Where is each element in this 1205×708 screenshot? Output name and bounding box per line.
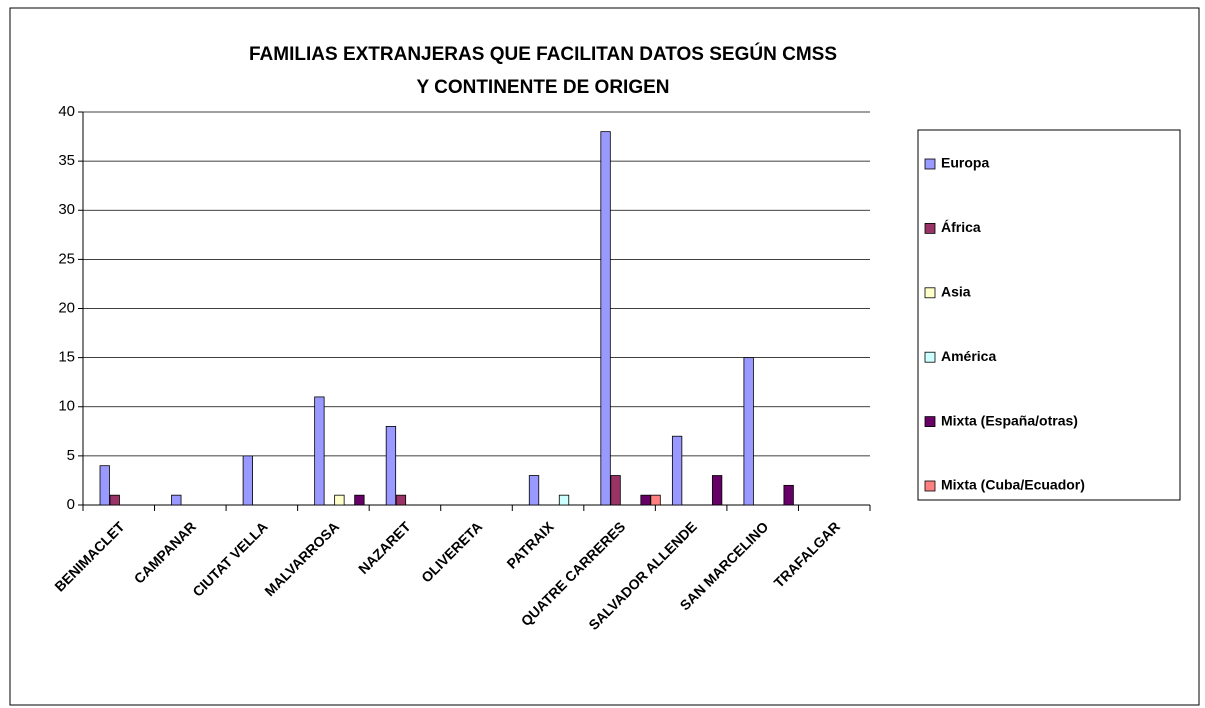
y-tick-label: 35 [58,152,75,169]
legend-label: Mixta (Cuba/Ecuador) [941,477,1085,493]
bar [334,494,345,506]
legend-swatch [924,158,936,170]
legend-swatch [924,222,936,234]
legend [917,129,1181,501]
legend-label: África [941,219,981,235]
legend-swatch [924,351,936,363]
bar [783,484,794,506]
y-tick-label: 40 [58,103,75,120]
legend-label: Mixta (España/otras) [941,412,1078,428]
bar [640,494,651,506]
bar [99,465,110,506]
bar [314,396,325,506]
bar [650,494,661,506]
legend-label: Asia [941,284,971,300]
y-tick-label: 5 [67,447,75,464]
bar [109,494,120,506]
y-tick-label: 15 [58,349,75,366]
y-tick-label: 10 [58,398,75,415]
legend-swatch [924,416,936,428]
bar [600,131,611,506]
chart-title: FAMILIAS EXTRANJERAS QUE FACILITAN DATOS… [249,43,837,65]
y-tick-label: 20 [58,299,75,316]
y-tick-label: 25 [58,250,75,267]
y-tick-label: 0 [67,496,75,513]
bar [528,475,540,506]
bar [610,475,621,506]
legend-swatch [924,480,936,492]
bar [558,494,570,506]
bar [385,425,397,506]
legend-label: América [941,348,996,364]
bar [743,357,754,506]
bar [354,494,365,506]
chart-title: Y CONTINENTE DE ORIGEN [416,77,669,98]
legend-swatch [924,287,936,299]
bar [171,494,182,506]
bar [671,435,683,506]
bar [711,475,723,506]
bar [242,455,253,506]
legend-label: Europa [941,155,989,171]
y-tick-label: 30 [58,201,75,218]
bar [395,494,407,506]
